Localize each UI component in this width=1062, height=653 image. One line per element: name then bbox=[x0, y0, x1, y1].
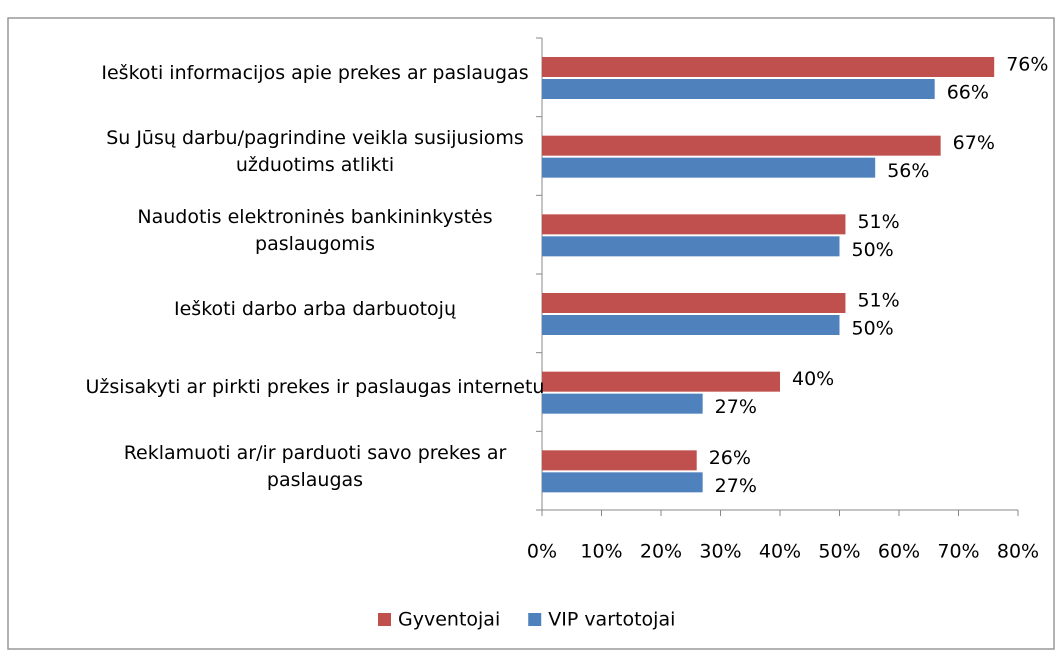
x-tick-label: 50% bbox=[818, 541, 860, 563]
category-label: Ieškoti informacijos apie prekes ar pasl… bbox=[101, 61, 529, 84]
data-label: 66% bbox=[947, 82, 989, 104]
data-label: 67% bbox=[953, 132, 995, 154]
data-label: 27% bbox=[715, 475, 757, 497]
legend-label: Gyventojai bbox=[398, 609, 500, 631]
bar bbox=[542, 371, 780, 392]
bar bbox=[542, 393, 703, 414]
data-label: 50% bbox=[852, 239, 894, 261]
category-label: Reklamuoti ar/ir parduoti savo prekes ar… bbox=[123, 441, 507, 491]
bar bbox=[542, 79, 935, 99]
category-label: Ieškoti darbo arba darbuotojų bbox=[174, 297, 456, 320]
legend-swatch bbox=[528, 613, 542, 626]
data-label: 51% bbox=[857, 211, 899, 233]
bar bbox=[542, 293, 846, 313]
bar bbox=[542, 57, 995, 77]
x-tick-label: 0% bbox=[527, 541, 557, 563]
data-label: 27% bbox=[715, 396, 757, 418]
category-label: Naudotis elektroninės bankininkystės pas… bbox=[137, 205, 493, 255]
x-tick-label: 30% bbox=[699, 541, 741, 563]
data-label: 51% bbox=[857, 290, 899, 312]
chart-frame bbox=[7, 17, 1055, 650]
x-tick-label: 10% bbox=[580, 541, 622, 563]
x-tick-label: 60% bbox=[878, 541, 920, 563]
x-tick-label: 20% bbox=[640, 541, 682, 563]
data-label: 50% bbox=[852, 318, 894, 340]
bar bbox=[542, 472, 703, 493]
data-label: 76% bbox=[1006, 54, 1048, 76]
bar bbox=[542, 236, 840, 257]
bar bbox=[542, 135, 941, 156]
category-label: Užsisakyti ar pirkti prekes ir paslaugas… bbox=[85, 376, 545, 399]
legend-label: VIP vartotojai bbox=[548, 609, 675, 631]
x-tick-label: 80% bbox=[997, 541, 1039, 563]
bar bbox=[542, 214, 846, 235]
category-label: Su Jūsų darbu/pagrindine veikla susijusi… bbox=[106, 126, 524, 176]
legend-swatch bbox=[378, 613, 391, 626]
data-label: 26% bbox=[709, 447, 751, 469]
data-label: 40% bbox=[792, 368, 834, 390]
bar bbox=[542, 315, 840, 335]
x-tick-label: 40% bbox=[759, 541, 801, 563]
x-tick-label: 70% bbox=[937, 541, 979, 563]
bar bbox=[542, 450, 697, 471]
bar bbox=[542, 157, 876, 178]
data-label: 56% bbox=[887, 160, 929, 182]
